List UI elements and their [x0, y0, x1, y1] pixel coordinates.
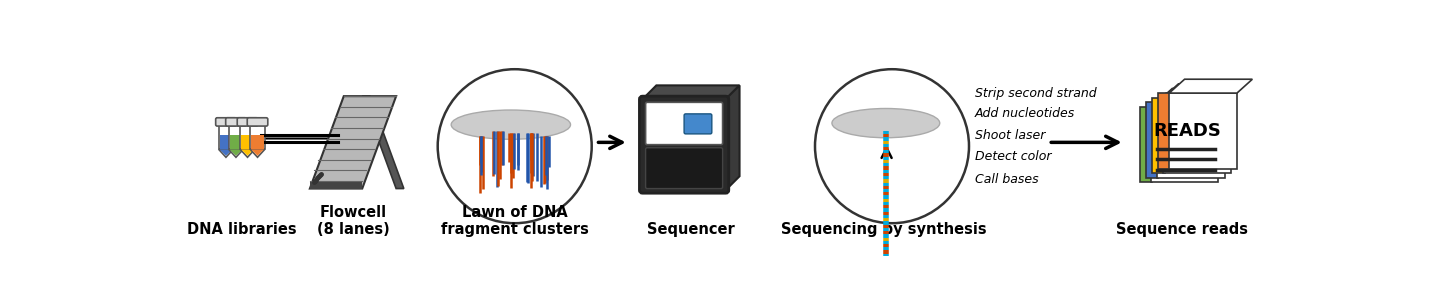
Bar [1146, 102, 1158, 178]
Polygon shape [240, 149, 253, 156]
Polygon shape [251, 149, 265, 157]
FancyBboxPatch shape [238, 118, 258, 126]
FancyBboxPatch shape [248, 118, 268, 126]
Text: Sequencing by synthesis: Sequencing by synthesis [782, 222, 986, 237]
Bar [240, 124, 255, 149]
Ellipse shape [451, 110, 570, 139]
Ellipse shape [832, 109, 940, 138]
Polygon shape [229, 149, 243, 157]
Bar [229, 135, 242, 149]
Polygon shape [726, 85, 740, 190]
Circle shape [438, 69, 592, 223]
FancyBboxPatch shape [639, 96, 729, 193]
Polygon shape [219, 149, 233, 157]
FancyBboxPatch shape [226, 118, 246, 126]
Text: Shoot laser: Shoot laser [975, 129, 1045, 142]
FancyBboxPatch shape [645, 102, 723, 145]
Polygon shape [1164, 84, 1246, 98]
Polygon shape [251, 149, 264, 156]
Bar [251, 124, 265, 149]
Bar [1169, 93, 1237, 168]
Polygon shape [642, 85, 740, 99]
Bar [1158, 93, 1171, 168]
Polygon shape [310, 96, 396, 189]
Text: Flowcell
(8 lanes): Flowcell (8 lanes) [317, 205, 389, 237]
Bar [229, 124, 243, 149]
Polygon shape [229, 149, 242, 156]
Polygon shape [310, 181, 363, 189]
Polygon shape [363, 96, 403, 189]
Bar [240, 135, 253, 149]
Text: Call bases: Call bases [975, 173, 1038, 186]
Bar [1151, 107, 1218, 182]
Polygon shape [219, 149, 232, 156]
Polygon shape [1151, 93, 1234, 107]
Bar [219, 124, 233, 149]
Bar [1156, 102, 1224, 178]
FancyBboxPatch shape [684, 114, 711, 134]
Text: Add nucleotides: Add nucleotides [975, 107, 1076, 120]
Polygon shape [1169, 79, 1253, 93]
FancyBboxPatch shape [645, 148, 723, 189]
Text: Lawn of DNA
fragment clusters: Lawn of DNA fragment clusters [441, 205, 589, 237]
Bar [219, 135, 232, 149]
Polygon shape [240, 149, 255, 157]
Bar [1140, 107, 1152, 182]
Text: DNA libraries: DNA libraries [187, 222, 297, 237]
Polygon shape [1156, 88, 1240, 102]
Circle shape [815, 69, 969, 223]
Text: Strip second strand: Strip second strand [975, 87, 1097, 100]
Text: READS: READS [1153, 122, 1221, 140]
Text: Sequencer: Sequencer [647, 222, 734, 237]
FancyBboxPatch shape [216, 118, 236, 126]
Text: Sequence reads: Sequence reads [1116, 222, 1248, 237]
Text: Detect color: Detect color [975, 151, 1051, 164]
Bar [251, 135, 264, 149]
Bar [1164, 98, 1231, 173]
Bar [1152, 98, 1165, 173]
